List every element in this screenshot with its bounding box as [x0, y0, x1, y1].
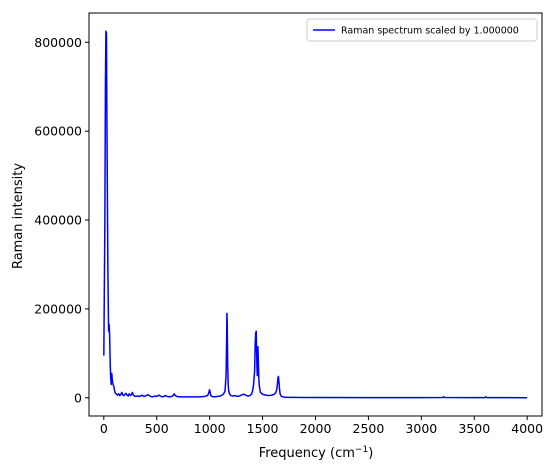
y-axis-label: Raman intensity [11, 163, 26, 269]
x-tick-label: 2500 [353, 421, 385, 436]
legend-label: Raman spectrum scaled by 1.000000 [341, 26, 519, 37]
plot-area [103, 30, 528, 399]
x-tick-label: 3500 [458, 421, 490, 436]
x-tick-label: 3000 [405, 421, 437, 436]
x-tick-label: 1500 [247, 421, 279, 436]
y-tick-label: 0 [74, 390, 82, 405]
x-tick-label: 1000 [194, 421, 226, 436]
x-axis-label: Frequency (cm−1) [259, 445, 374, 461]
legend-box [306, 18, 538, 42]
y-tick-label: 600000 [34, 124, 82, 139]
series-line-0 [103, 30, 528, 399]
x-tick-label: 0 [100, 421, 108, 436]
y-tick-label: 200000 [34, 301, 82, 316]
x-tick-label: 500 [145, 421, 169, 436]
x-tick-label: 2000 [300, 421, 332, 436]
legend: Raman spectrum scaled by 1.000000 [306, 18, 538, 42]
y-tick-label: 400000 [34, 213, 82, 228]
axes: 0 500 1000 1500 2000 2500 3000 3500 4000 0 200000 4… [34, 12, 543, 436]
x-tick-label: 4000 [511, 421, 543, 436]
y-tick-label: 800000 [34, 35, 82, 50]
